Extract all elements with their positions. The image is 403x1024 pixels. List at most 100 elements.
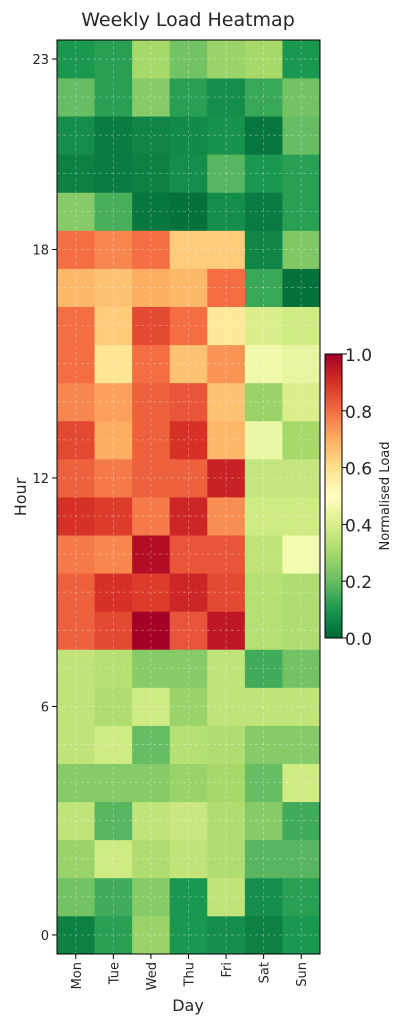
- heatmap-cell: [57, 839, 95, 879]
- heatmap-cell: [207, 763, 246, 803]
- heatmap-cell: [132, 649, 171, 688]
- colorbar-ticks: 0.0 0.2 0.4 0.6 0.8 1.0: [342, 346, 372, 650]
- heatmap-cell: [57, 801, 95, 841]
- heatmap-cell: [244, 116, 283, 155]
- heatmap-cell: [57, 306, 95, 346]
- heatmap-cell: [244, 420, 283, 460]
- y-axis-label: Hour: [11, 477, 30, 516]
- heatmap-cell: [132, 801, 171, 841]
- heatmap-cell: [244, 268, 283, 307]
- heatmap-cell: [57, 573, 95, 612]
- heatmap-cell: [207, 497, 246, 536]
- heatmap-cell: [169, 154, 208, 193]
- x-axis-ticks: Mon Tue Wed Thu Fri Sat Sun: [70, 954, 310, 990]
- heatmap-cell: [282, 497, 321, 536]
- heatmap-cell: [244, 344, 283, 384]
- heatmap-cell: [169, 382, 208, 422]
- heatmap-cell: [169, 420, 208, 460]
- heatmap-cell: [94, 192, 133, 231]
- heatmap-cell: [244, 877, 283, 917]
- heatmap-cell: [244, 306, 283, 346]
- heatmap-cell: [244, 649, 283, 688]
- heatmap-cell: [244, 154, 283, 193]
- heatmap-cell: [282, 915, 321, 955]
- heatmap-cell: [94, 915, 133, 955]
- heatmap-cell: [57, 725, 95, 764]
- colorbar-label: Normalised Load: [378, 442, 393, 551]
- y-tick-label: 23: [32, 53, 49, 68]
- heatmap-cell: [132, 306, 171, 346]
- heatmap-cell: [282, 839, 321, 879]
- heatmap-cell: [207, 420, 246, 460]
- heatmap-cell: [207, 915, 246, 955]
- heatmap-cell: [94, 687, 133, 726]
- heatmap-cell: [282, 230, 321, 269]
- heatmap-cell: [94, 382, 133, 422]
- x-tick-label: Fri: [220, 962, 235, 978]
- x-tick-label: Sat: [258, 962, 273, 983]
- heatmap-cell: [94, 763, 133, 803]
- colorbar-tick-label: 0.6: [345, 460, 372, 480]
- heatmap-cell: [169, 192, 208, 231]
- heatmap-cell: [169, 268, 208, 307]
- heatmap-cell: [57, 154, 95, 193]
- heatmap-cell: [94, 230, 133, 269]
- heatmap-cell: [57, 420, 95, 460]
- heatmap-cell: [169, 458, 208, 498]
- heatmap-cell: [207, 611, 246, 650]
- heatmap-cell: [282, 458, 321, 498]
- heatmap-cell: [282, 306, 321, 346]
- heatmap-cell: [207, 116, 246, 155]
- heatmap-cell: [244, 611, 283, 650]
- heatmap-cell: [169, 725, 208, 764]
- x-axis-label: Day: [172, 996, 204, 1015]
- heatmap-cell: [282, 763, 321, 803]
- heatmap-cell: [132, 344, 171, 384]
- heatmap-cell: [169, 306, 208, 346]
- colorbar-tick-label: 0.0: [345, 630, 372, 650]
- heatmap-cell: [132, 877, 171, 917]
- heatmap-cell: [169, 535, 208, 574]
- heatmap-cell: [94, 306, 133, 346]
- y-tick-label: 6: [41, 700, 49, 715]
- heatmap-cell: [282, 801, 321, 841]
- heatmap-cell: [94, 154, 133, 193]
- heatmap-cells: [57, 40, 321, 955]
- colorbar-tick-label: 1.0: [345, 346, 372, 366]
- heatmap-cell: [94, 458, 133, 498]
- heatmap-cell: [244, 78, 283, 117]
- heatmap-cell: [132, 382, 171, 422]
- heatmap-cell: [207, 344, 246, 384]
- heatmap-cell: [57, 344, 95, 384]
- heatmap-cell: [94, 535, 133, 574]
- y-tick-label: 12: [32, 472, 49, 487]
- heatmap-cell: [207, 78, 246, 117]
- heatmap-cell: [169, 497, 208, 536]
- heatmap-cell: [282, 725, 321, 764]
- colorbar-tick-label: 0.8: [345, 403, 372, 423]
- heatmap-cell: [57, 230, 95, 269]
- x-tick-label: Wed: [145, 962, 160, 990]
- heatmap-cell: [132, 915, 171, 955]
- heatmap-cell: [132, 725, 171, 764]
- heatmap-cell: [132, 230, 171, 269]
- heatmap-cell: [282, 687, 321, 726]
- heatmap-cell: [57, 535, 95, 574]
- heatmap-cell: [282, 78, 321, 117]
- heatmap-cell: [169, 763, 208, 803]
- heatmap-cell: [169, 611, 208, 650]
- heatmap-cell: [244, 763, 283, 803]
- heatmap-cell: [57, 763, 95, 803]
- y-axis-ticks: 0 6 12 18 23: [32, 53, 57, 944]
- heatmap-cell: [94, 78, 133, 117]
- heatmap-cell: [244, 497, 283, 536]
- heatmap-cell: [207, 268, 246, 307]
- heatmap-cell: [244, 915, 283, 955]
- heatmap-cell: [169, 78, 208, 117]
- heatmap-cell: [169, 877, 208, 917]
- heatmap-cell: [94, 497, 133, 536]
- heatmap-cell: [207, 40, 246, 79]
- heatmap-cell: [132, 458, 171, 498]
- heatmap-cell: [169, 230, 208, 269]
- heatmap-cell: [169, 915, 208, 955]
